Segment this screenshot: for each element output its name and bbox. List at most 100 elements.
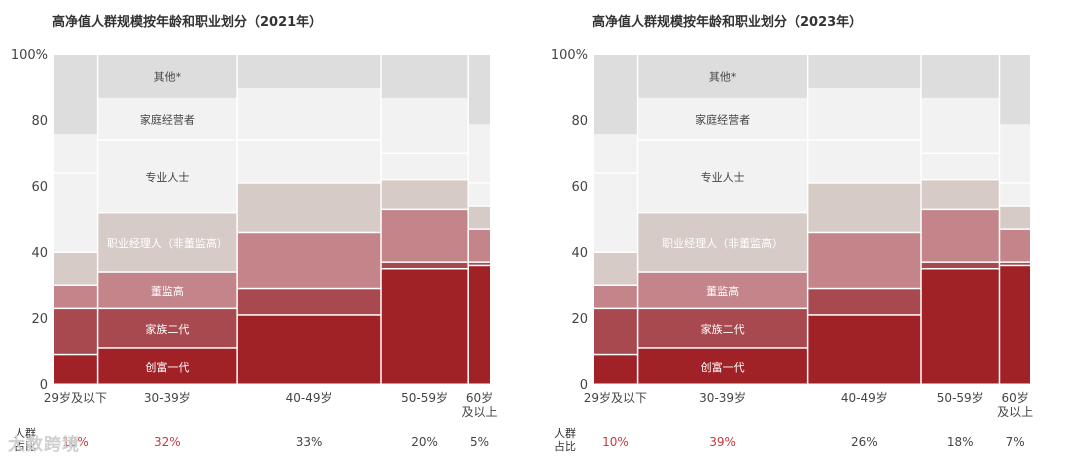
segment-rect xyxy=(808,289,921,315)
segment-rect xyxy=(237,233,381,288)
segment-rect xyxy=(54,355,97,384)
segment-rect xyxy=(921,97,999,153)
category-label: 40-49岁 xyxy=(286,390,333,405)
segment-rect xyxy=(1000,124,1030,183)
segment-rect xyxy=(381,262,468,268)
segment-rect xyxy=(808,88,921,140)
segment-rect xyxy=(594,309,637,354)
y-tick-label: 100% xyxy=(551,48,588,63)
segment-rect xyxy=(468,229,490,262)
segment-rect xyxy=(468,206,490,229)
segment-rect xyxy=(921,262,999,268)
y-tick-label: 40 xyxy=(31,246,48,261)
y-tick-label: 100% xyxy=(11,48,48,63)
segment-rect xyxy=(638,97,807,140)
series-label: 职业经理人（非董监高） xyxy=(662,236,783,250)
segment-rect xyxy=(54,173,97,252)
series-label: 家族二代 xyxy=(701,322,745,336)
segment-rect xyxy=(808,315,921,384)
segment-rect xyxy=(1000,206,1030,229)
segment-rect xyxy=(638,272,807,308)
segment-rect xyxy=(638,309,807,348)
segment-rect xyxy=(1000,262,1030,265)
category-label: 29岁及以下 xyxy=(44,390,107,405)
series-label: 董监高 xyxy=(706,284,739,298)
share-label: 10% xyxy=(62,435,89,449)
share-label: 10% xyxy=(602,435,629,449)
segment-rect xyxy=(98,213,237,272)
share-label: 7% xyxy=(1006,435,1025,449)
segment-rect xyxy=(468,55,490,125)
segment-rect xyxy=(468,262,490,265)
chart-panel-2021: 高净值人群规模按年龄和职业划分（2021年） 0 20 40 60 80 100% 人群 占比… xyxy=(11,15,498,453)
segment-rect xyxy=(54,55,97,135)
share-header-label: 人群 xyxy=(554,426,576,440)
segment-rect xyxy=(638,55,807,98)
segment-rect xyxy=(237,289,381,315)
y-tick-label: 80 xyxy=(571,114,588,129)
y-tick-label: 40 xyxy=(571,246,588,261)
segment-rect xyxy=(638,213,807,272)
segment-rect xyxy=(98,97,237,140)
category-label: 29岁及以下 xyxy=(584,390,647,405)
series-label: 家庭经营者 xyxy=(695,112,750,126)
category-label: 30-39岁 xyxy=(144,390,191,405)
share-label: 5% xyxy=(470,435,489,449)
chart-title: 高净值人群规模按年龄和职业划分（2023年） xyxy=(592,15,863,30)
category-label: 60岁 xyxy=(466,390,493,405)
segment-rect xyxy=(98,55,237,98)
y-tick-label: 80 xyxy=(31,114,48,129)
segment-rect xyxy=(381,97,468,153)
segment-rect xyxy=(381,269,468,384)
segment-rect xyxy=(921,210,999,262)
segment-rect xyxy=(98,309,237,348)
segment-rect xyxy=(54,286,97,308)
segment-rect xyxy=(468,183,490,206)
series-label: 创富一代 xyxy=(701,360,745,374)
share-header-label: 占比 xyxy=(554,439,576,453)
series-label: 职业经理人（非董监高） xyxy=(107,236,228,250)
y-tick-label: 60 xyxy=(31,180,48,195)
series-label: 专业人士 xyxy=(701,170,745,184)
share-label: 26% xyxy=(851,435,878,449)
segment-rect xyxy=(1000,266,1030,384)
series-label: 创富一代 xyxy=(145,360,189,374)
segment-rect xyxy=(638,140,807,212)
series-label: 专业人士 xyxy=(145,170,189,184)
segment-rect xyxy=(594,134,637,173)
segment-rect xyxy=(54,253,97,285)
segment-rect xyxy=(98,348,237,384)
segment-rect xyxy=(594,355,637,384)
segment-rect xyxy=(237,88,381,140)
series-label: 家族二代 xyxy=(145,322,189,336)
category-label: 50-59岁 xyxy=(937,390,984,405)
segment-rect xyxy=(1000,183,1030,206)
segment-rect xyxy=(237,55,381,88)
share-label: 33% xyxy=(296,435,323,449)
category-label: 30-39岁 xyxy=(699,390,746,405)
segment-rect xyxy=(921,154,999,179)
segment-rect xyxy=(1000,55,1030,125)
segment-rect xyxy=(638,348,807,384)
y-tick-label: 20 xyxy=(571,312,588,327)
segment-rect xyxy=(1000,229,1030,262)
share-header-label: 人群 xyxy=(14,426,36,440)
share-label: 32% xyxy=(154,435,181,449)
segment-rect xyxy=(381,210,468,262)
segment-rect xyxy=(381,180,468,209)
series-label: 其他* xyxy=(709,70,737,83)
segment-rect xyxy=(98,140,237,212)
segment-rect xyxy=(468,266,490,384)
segment-rect xyxy=(594,286,637,308)
share-header-label: 占比 xyxy=(14,439,36,453)
series-label: 其他* xyxy=(154,70,182,83)
segment-rect xyxy=(921,55,999,98)
category-label: 及以上 xyxy=(997,405,1033,419)
y-tick-label: 60 xyxy=(571,180,588,195)
segment-rect xyxy=(381,154,468,179)
share-label: 18% xyxy=(947,435,974,449)
segment-rect xyxy=(594,253,637,285)
category-label: 60岁 xyxy=(1001,390,1028,405)
